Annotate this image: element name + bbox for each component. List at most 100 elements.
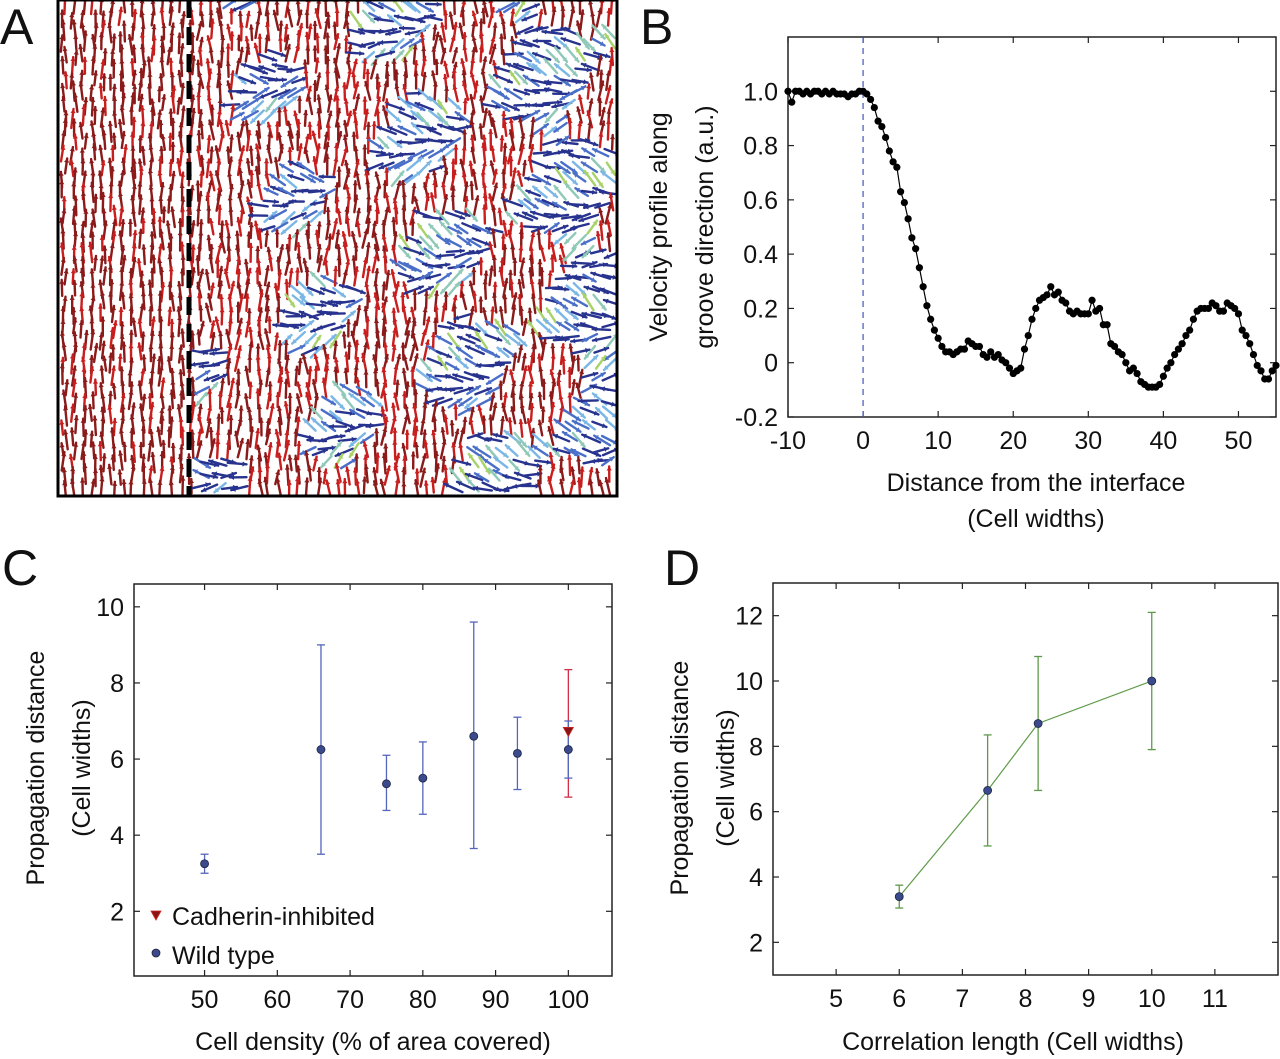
- cell-arrow-head: [256, 405, 262, 410]
- cell-arrow-head: [502, 245, 508, 250]
- cell-arrow-head: [166, 357, 172, 362]
- cell-arrow-head: [265, 464, 271, 469]
- cell-arrow-head: [79, 478, 86, 483]
- cell-arrow-head: [487, 436, 492, 442]
- cell-arrow-head: [503, 366, 509, 371]
- cell-arrow-head: [481, 0, 487, 5]
- cell-arrow-head: [384, 207, 390, 213]
- cell-arrow-head: [441, 440, 447, 445]
- cell-arrow-head: [558, 395, 564, 400]
- cell-arrow-head: [218, 281, 224, 286]
- cell-arrow-head: [59, 10, 65, 15]
- cell-arrow-head: [381, 235, 387, 240]
- cell-arrow-head: [580, 86, 586, 91]
- cell-arrow-head: [465, 472, 471, 478]
- panel-c-xtick-label: 70: [336, 986, 364, 1014]
- cell-arrow-head: [137, 319, 143, 324]
- cell-arrow-head: [402, 456, 408, 461]
- cell-arrow-head: [405, 252, 410, 258]
- data-point-cadherin: [562, 727, 575, 738]
- cell-arrow-head: [303, 69, 309, 74]
- cell-arrow-head: [248, 456, 254, 461]
- cell-arrow-head: [276, 108, 283, 113]
- cell-arrow-head: [286, 121, 292, 127]
- cell-arrow-head: [62, 118, 68, 123]
- cell-arrow-head: [411, 183, 417, 189]
- cell-arrow-head: [539, 268, 545, 273]
- cell-arrow-head: [491, 205, 497, 210]
- cell-arrow-head: [92, 379, 99, 384]
- cell-arrow-head: [267, 390, 273, 396]
- velocity-points: [784, 87, 1280, 391]
- cell-arrow-head: [293, 455, 299, 460]
- cell-arrow-head: [246, 180, 252, 185]
- cell-arrow-head: [570, 467, 576, 472]
- cell-arrow-head: [147, 394, 153, 399]
- cell-arrow-head: [380, 150, 385, 156]
- cell-arrow-head: [100, 11, 106, 16]
- cell-arrow-head: [107, 405, 113, 410]
- cell-arrow-head: [245, 279, 251, 285]
- data-point: [1002, 359, 1010, 367]
- cell-arrow-head: [267, 443, 273, 448]
- cell-arrow-head: [374, 16, 380, 22]
- cell-arrow-head: [325, 207, 331, 212]
- cell-arrow-head: [411, 123, 417, 128]
- cell-arrow-head: [266, 317, 273, 322]
- cell-arrow-head: [491, 293, 497, 298]
- cell-arrow-head: [81, 367, 87, 372]
- cell-arrow-head: [148, 345, 154, 350]
- cell-arrow-head: [593, 186, 598, 192]
- cell-arrow-head: [97, 171, 103, 176]
- cell-arrow-head: [99, 291, 106, 296]
- cell-arrow-head: [209, 459, 214, 465]
- cell-arrow-head: [541, 379, 547, 384]
- cell-arrow-head: [71, 20, 77, 25]
- cell-arrow-head: [432, 180, 438, 185]
- panel-d-xtick-label: 7: [955, 985, 969, 1013]
- cell-arrow-head: [240, 146, 246, 151]
- cell-arrow-head: [170, 23, 176, 28]
- cell-arrow-head: [397, 139, 402, 145]
- cell-arrow-head: [119, 322, 125, 327]
- cell-arrow-head: [574, 322, 579, 328]
- cell-arrow-head: [120, 381, 126, 386]
- cell-arrow-head: [149, 197, 155, 202]
- cell-arrow-head: [204, 370, 210, 376]
- cell-arrow-head: [492, 403, 498, 409]
- cell-arrow-head: [459, 282, 465, 287]
- cell-arrow-head: [580, 413, 585, 418]
- cell-arrow-head: [432, 318, 439, 323]
- cell-arrow-head: [112, 96, 118, 101]
- cell-arrow-head: [331, 334, 336, 340]
- cell-arrow-head: [204, 303, 210, 309]
- cell-arrow-head: [572, 243, 578, 249]
- cell-arrow-head: [334, 86, 340, 92]
- cell-arrow-head: [101, 131, 107, 136]
- panel-b-ytick-label: 0.6: [743, 187, 778, 215]
- cell-arrow-head: [227, 392, 233, 398]
- cell-arrow-head: [218, 120, 224, 125]
- cell-arrow-head: [280, 164, 285, 169]
- cell-arrow-head: [255, 355, 261, 360]
- cell-arrow-head: [470, 58, 476, 64]
- cell-arrow-head: [327, 234, 333, 239]
- cell-arrow-head: [454, 282, 459, 288]
- cell-arrow-head: [518, 419, 524, 425]
- cell-arrow-head: [156, 427, 162, 432]
- cell-arrow-head: [180, 197, 186, 202]
- cell-arrow-head: [351, 256, 357, 261]
- cell-arrow-head: [157, 217, 163, 222]
- cell-arrow-head: [123, 145, 129, 150]
- cell-arrow-head: [486, 229, 492, 235]
- cell-arrow-head: [73, 50, 79, 55]
- cell-arrow-head: [111, 366, 117, 371]
- cell-arrow-head: [445, 238, 451, 244]
- cell-arrow-head: [223, 269, 229, 275]
- cell-arrow-head: [227, 344, 233, 350]
- cell-arrow-head: [196, 244, 202, 249]
- cell-arrow-head: [381, 220, 387, 225]
- cell-arrow-head: [609, 135, 616, 140]
- cell-arrow-head: [188, 479, 194, 484]
- cell-arrow-head: [118, 71, 124, 76]
